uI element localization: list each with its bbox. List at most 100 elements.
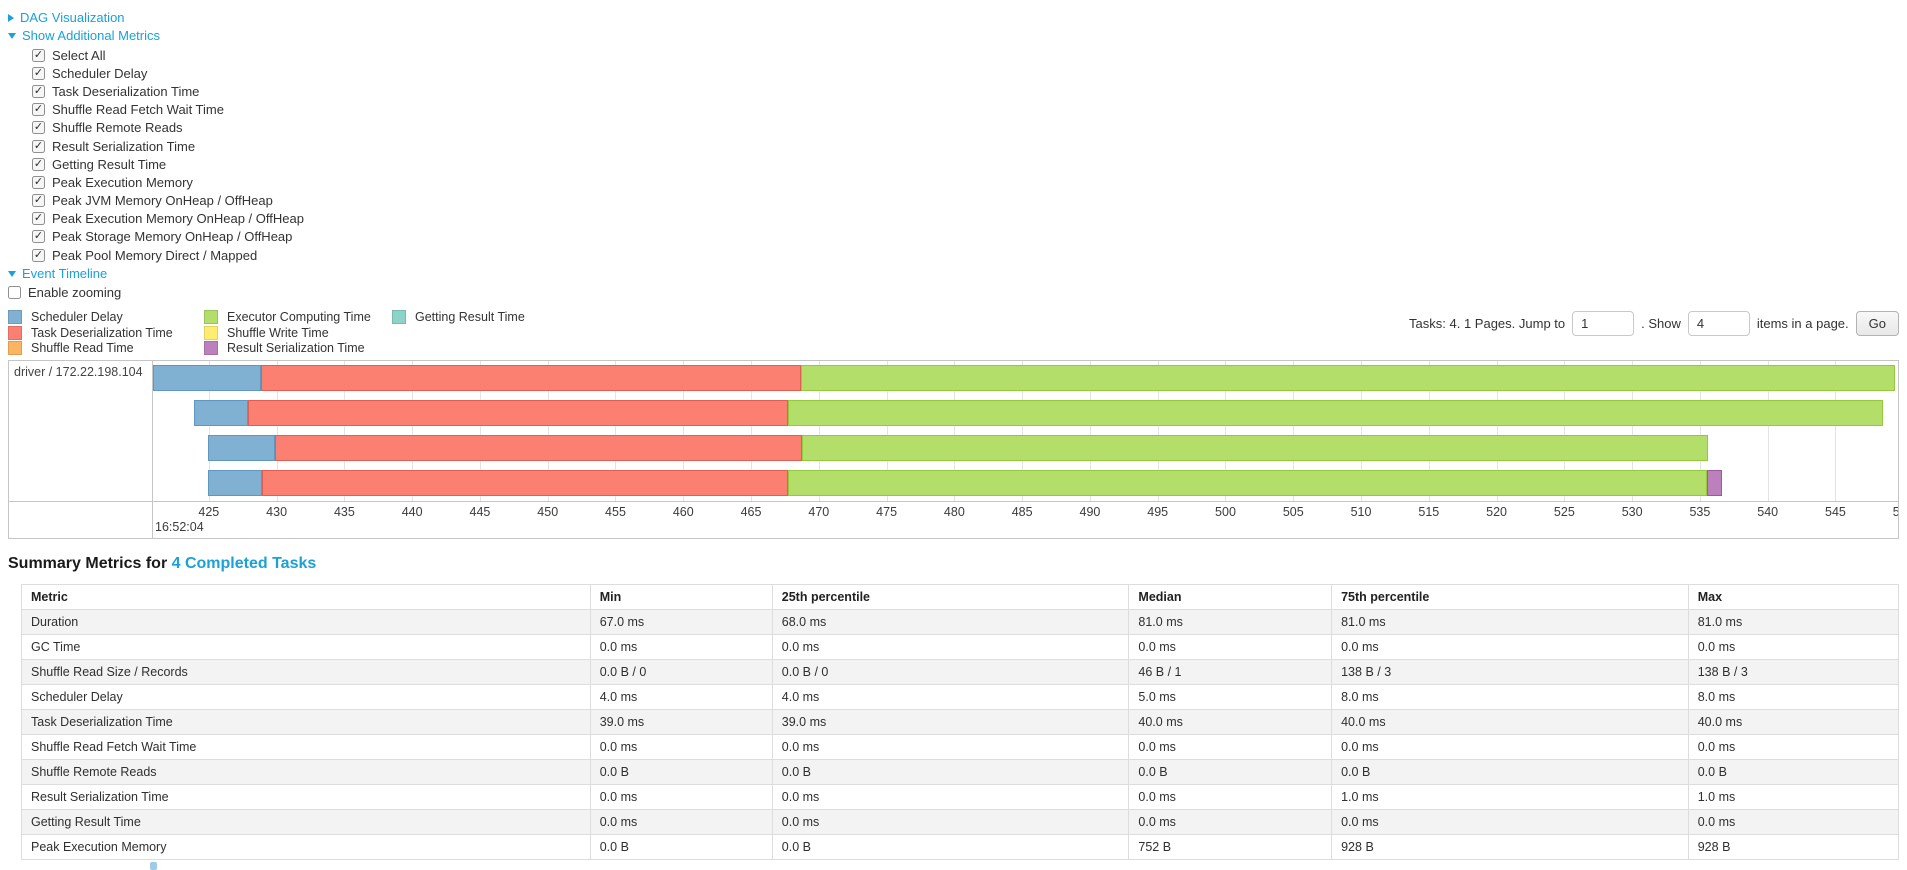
axis-tick-label: 450 [537,504,559,519]
value-cell: 0.0 ms [1331,633,1689,660]
metric-cell: Result Serialization Time [21,783,591,810]
items-per-page-input[interactable] [1687,311,1750,337]
gridline [1564,360,1566,501]
column-header: Metric [21,583,591,610]
axis-tick-label: 550 [1892,504,1898,519]
gridline [1632,360,1634,501]
column-header: Median [1128,583,1333,610]
show-additional-metrics-toggle[interactable]: Show Additional Metrics [8,28,1899,43]
table-row: Duration 67.0 ms 68.0 ms 81.0 ms 81.0 ms 81.0… [21,608,1900,635]
value-cell: 0.0 B [1331,758,1689,785]
axis-tick-label: 480 [943,504,965,519]
segment-executor-computing [801,364,1896,391]
event-timeline-toggle[interactable]: Event Timeline [8,266,1899,281]
timeline-legend: Scheduler Delay Task Deserialization Time… [8,309,525,356]
gridline [479,360,481,501]
axis-tick-label: 485 [1011,504,1033,519]
timeline-group-label: driver / 172.22.198.104 [14,364,143,379]
gridline [547,360,549,501]
metric-checkbox-item: ✓ Scheduler Delay [32,64,1899,82]
value-cell: 46 B / 1 [1128,658,1333,685]
value-cell: 0.0 ms [771,733,1130,760]
legend-pagination-row: Scheduler Delay Task Deserialization Time… [8,309,1899,356]
value-cell: 0.0 B / 0 [771,658,1130,685]
checked-checkbox[interactable]: ✓ [32,48,45,62]
table-row: Shuffle Read Fetch Wait Time 0.0 ms 0.0 ms… [21,733,1900,760]
checked-checkbox[interactable]: ✓ [32,194,45,208]
metric-cell: Shuffle Remote Reads [21,758,591,785]
value-cell: 68.0 ms [771,608,1130,635]
timeline-task-bar[interactable] [153,434,1898,461]
jump-to-page-input[interactable] [1572,311,1635,337]
legend-swatch-icon [8,310,22,324]
table-row: GC Time 0.0 ms 0.0 ms 0.0 ms 0.0 ms 0.0 ms [21,633,1900,660]
checked-checkbox[interactable]: ✓ [32,212,45,226]
dag-visualization-toggle[interactable]: DAG Visualization [8,10,1899,25]
metric-checkbox-label: Result Serialization Time [52,138,196,154]
timeline-axis-ticks: 425 430 435 440 445 450 455 460 465 470 475 480 485 4… [153,502,1898,538]
value-cell: 4.0 ms [771,683,1130,710]
checked-checkbox[interactable]: ✓ [32,139,45,153]
timeline-task-bar[interactable] [153,469,1898,496]
gridline [1835,360,1837,501]
gridline [1022,360,1024,501]
value-cell: 0.0 B [771,758,1130,785]
value-cell: 752 B [1128,833,1333,860]
additional-metrics-list: ✓ Select All ✓ Scheduler Delay ✓ Task Deseria… [8,46,1899,264]
metric-checkbox-item: ✓ Peak Pool Memory Direct / Mapped [32,246,1899,264]
checked-checkbox[interactable]: ✓ [32,230,45,244]
timeline-plot-area [153,360,1898,501]
segment-task-deserialization [261,469,789,496]
checked-checkbox[interactable]: ✓ [32,175,45,189]
value-cell: 928 B [1687,833,1900,860]
partial-next-section [150,862,157,870]
axis-tick-label: 535 [1689,504,1711,519]
checked-checkbox[interactable]: ✓ [32,248,45,262]
checked-checkbox[interactable]: ✓ [32,66,45,80]
legend-swatch-icon [204,341,218,355]
legend-item: Executor Computing Time [204,309,392,325]
legend-swatch-icon [8,341,22,355]
value-cell: 67.0 ms [589,608,773,635]
axis-tick-label: 445 [469,504,491,519]
checked-checkbox[interactable]: ✓ [32,157,45,171]
value-cell: 0.0 B [589,833,773,860]
axis-tick-label: 440 [401,504,423,519]
metric-cell: Getting Result Time [21,808,591,835]
chevron-down-icon [8,32,16,39]
metric-checkbox-item: ✓ Getting Result Time [32,155,1899,173]
timeline-task-bar[interactable] [153,399,1898,426]
legend-label: Result Serialization Time [227,341,365,355]
go-button[interactable]: Go [1855,311,1899,337]
metric-checkbox-label: Task Deserialization Time [52,83,200,99]
axis-time-label: 16:52:04 [155,519,204,534]
metric-cell: Peak Execution Memory [21,833,591,860]
chevron-right-icon [8,13,14,22]
metric-checkbox-label: Scheduler Delay [52,65,148,81]
checked-checkbox[interactable]: ✓ [32,121,45,135]
legend-column: Getting Result Time [392,309,525,356]
checked-checkbox[interactable]: ✓ [32,103,45,117]
legend-column: Scheduler Delay Task Deserialization Time… [8,309,204,356]
completed-tasks-link[interactable]: 4 Completed Tasks [171,554,317,572]
enable-zooming-checkbox[interactable] [8,286,21,300]
legend-swatch-icon [392,310,406,324]
column-header: Min [589,583,773,610]
value-cell: 40.0 ms [1331,708,1689,735]
gridline [1157,360,1159,501]
gridline [1767,360,1769,501]
checked-checkbox[interactable]: ✓ [32,84,45,98]
gridline [1225,360,1227,501]
value-cell: 1.0 ms [1687,783,1900,810]
axis-tick-label: 500 [1215,504,1236,519]
metric-checkbox-item: ✓ Result Serialization Time [32,137,1899,155]
gridline [412,360,414,501]
metric-checkbox-label: Peak Execution Memory [52,174,193,190]
segment-task-deserialization [260,364,802,391]
segment-executor-computing [788,469,1707,496]
metric-cell: Task Deserialization Time [21,708,591,735]
timeline-task-bar[interactable] [153,364,1898,391]
segment-scheduler-delay [207,469,262,496]
metric-checkbox-label: Shuffle Read Fetch Wait Time [52,102,224,118]
